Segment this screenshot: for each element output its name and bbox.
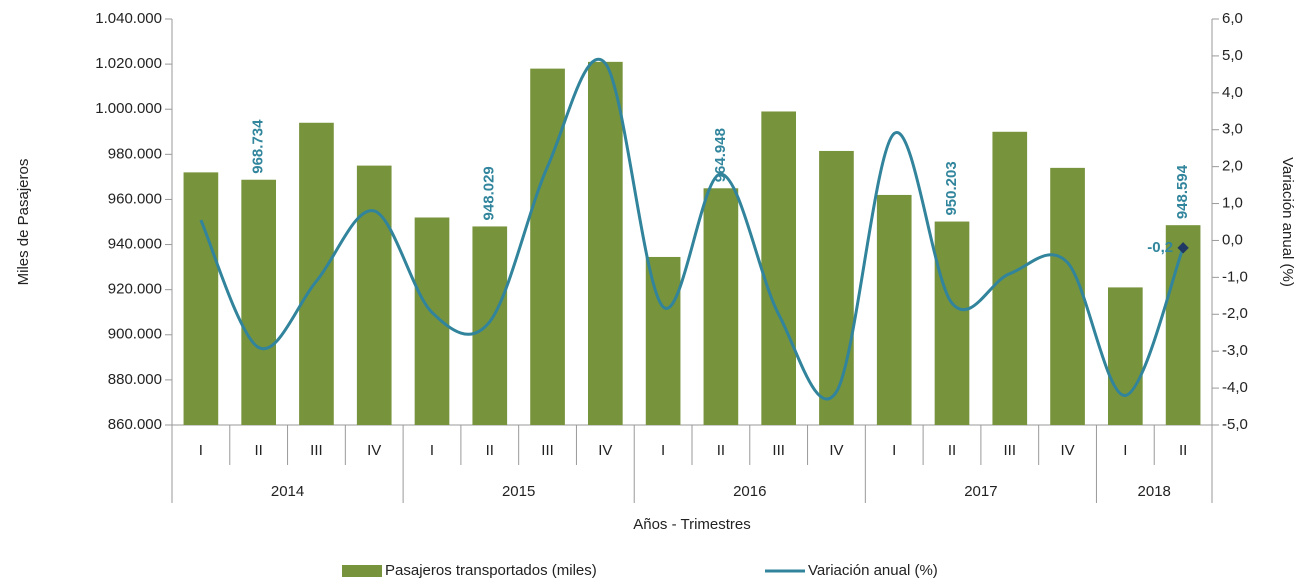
y-tick-label: 980.000: [108, 145, 162, 162]
group-label: 2014: [271, 483, 304, 500]
y2-tick-label: 0,0: [1222, 231, 1243, 248]
data-label: 968.734: [250, 119, 267, 174]
x-tick-label: III: [772, 442, 785, 459]
y2-tick-label: 5,0: [1222, 47, 1243, 64]
x-tick-label: I: [661, 442, 665, 459]
y2-tick-label: -1,0: [1222, 268, 1248, 285]
bar: [530, 68, 565, 425]
x-tick-label: II: [1179, 442, 1187, 459]
x-tick-label: III: [1004, 442, 1017, 459]
y2-tick-label: -4,0: [1222, 379, 1248, 396]
data-label: 950.203: [943, 161, 960, 215]
x-tick-label: III: [310, 442, 323, 459]
x-tick-label: I: [430, 442, 434, 459]
y2-tick-label: 3,0: [1222, 121, 1243, 138]
y2-tick-label: 2,0: [1222, 158, 1243, 175]
x-tick-label: IV: [829, 442, 843, 459]
group-label: 2015: [502, 483, 535, 500]
bar: [588, 61, 623, 425]
data-label: 948.594: [1174, 164, 1191, 219]
x-tick-label: I: [1123, 442, 1127, 459]
bar: [703, 188, 739, 425]
y-tick-label: 960.000: [108, 190, 162, 207]
bar: [645, 256, 681, 425]
y-axis-label: Miles de Pasajeros: [15, 159, 32, 286]
bar: [819, 150, 854, 425]
legend-swatch: [342, 565, 382, 577]
y2-tick-label: 6,0: [1222, 10, 1243, 27]
x-tick-label: II: [717, 442, 725, 459]
y2-tick-label: -5,0: [1222, 416, 1248, 433]
y2-tick-label: 4,0: [1222, 84, 1243, 101]
bar: [183, 172, 219, 425]
group-label: 2016: [733, 483, 766, 500]
y2-tick-label: -3,0: [1222, 342, 1248, 359]
y-tick-label: 880.000: [108, 371, 162, 388]
legend-label: Variación anual (%): [808, 562, 938, 579]
bar: [934, 221, 970, 425]
x-tick-label: IV: [1060, 442, 1074, 459]
bar: [992, 131, 1028, 425]
group-label: 2017: [964, 483, 997, 500]
bar: [241, 179, 276, 425]
x-tick-label: III: [541, 442, 554, 459]
x-tick-label: IV: [367, 442, 381, 459]
bar: [356, 165, 392, 425]
x-tick-label: I: [892, 442, 896, 459]
legend-label: Pasajeros transportados (miles): [385, 562, 597, 579]
x-tick-label: IV: [598, 442, 612, 459]
data-label: -0,2: [1147, 239, 1173, 256]
y2-tick-label: -2,0: [1222, 305, 1248, 322]
line: [199, 58, 1185, 401]
y-tick-label: 1.020.000: [95, 55, 162, 72]
data-label: 948.029: [481, 166, 498, 220]
bar: [1050, 167, 1085, 425]
marker: [1177, 242, 1189, 254]
y2-axis-label: Variación anual (%): [1279, 157, 1296, 287]
y-tick-label: 900.000: [108, 326, 162, 343]
group-label: 2018: [1138, 483, 1171, 500]
y-tick-label: 940.000: [108, 236, 162, 253]
x-tick-label: II: [254, 442, 262, 459]
data-label: 964.948: [712, 128, 729, 182]
y-tick-label: 1.000.000: [95, 100, 162, 117]
bar: [1108, 287, 1143, 425]
x-axis-label: Años - Trimestres: [633, 516, 751, 533]
x-tick-label: II: [486, 442, 494, 459]
bar: [761, 111, 796, 425]
y2-tick-label: 1,0: [1222, 195, 1243, 212]
bar: [299, 122, 334, 425]
y-tick-label: 920.000: [108, 281, 162, 298]
x-tick-label: I: [199, 442, 203, 459]
bar: [1165, 225, 1201, 425]
y-tick-label: 1.040.000: [95, 10, 162, 27]
x-tick-label: II: [948, 442, 956, 459]
bar: [472, 226, 508, 425]
bar: [876, 194, 912, 425]
y-tick-label: 860.000: [108, 416, 162, 433]
